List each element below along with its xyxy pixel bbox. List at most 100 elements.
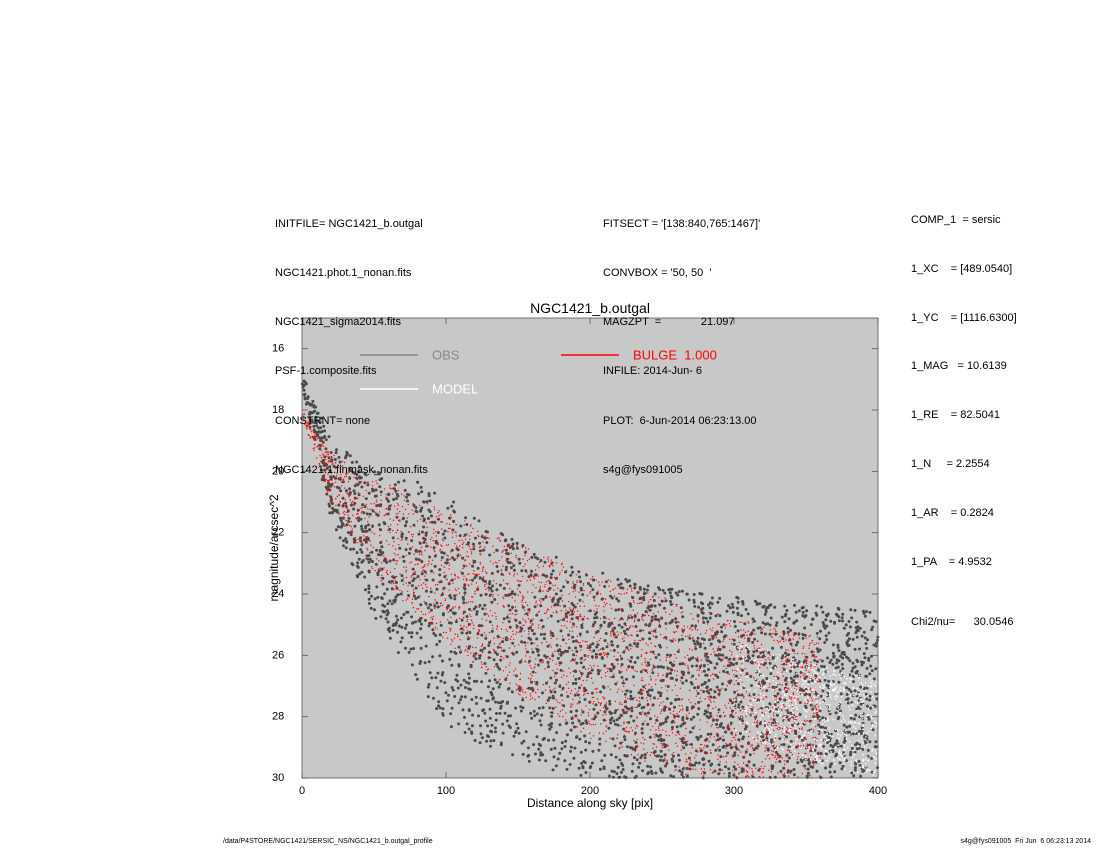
data-point xyxy=(749,731,751,733)
data-point xyxy=(716,675,720,679)
data-point xyxy=(446,637,449,639)
data-point xyxy=(535,587,537,589)
data-point xyxy=(680,699,683,701)
data-point xyxy=(487,668,490,670)
data-point xyxy=(545,702,548,704)
data-point xyxy=(367,508,369,510)
data-point xyxy=(360,550,364,554)
data-point xyxy=(752,693,756,696)
data-point xyxy=(684,740,687,744)
data-point xyxy=(674,617,676,619)
data-point xyxy=(749,695,752,697)
data-point xyxy=(488,553,492,557)
data-point xyxy=(862,769,866,773)
data-point xyxy=(529,679,531,681)
data-point xyxy=(787,634,790,636)
data-point xyxy=(735,674,738,678)
data-point xyxy=(474,657,477,659)
data-point xyxy=(358,465,361,469)
data-point xyxy=(480,666,483,668)
data-point xyxy=(574,639,578,643)
data-point xyxy=(552,611,554,614)
data-point xyxy=(596,643,600,647)
data-point xyxy=(646,624,648,627)
data-point xyxy=(493,579,495,582)
data-point xyxy=(728,744,730,747)
data-point xyxy=(538,659,542,662)
data-point xyxy=(510,592,514,596)
data-point xyxy=(574,590,577,592)
data-point xyxy=(370,544,372,546)
data-point xyxy=(591,642,595,646)
data-point xyxy=(628,643,632,647)
data-point xyxy=(484,636,488,640)
data-point xyxy=(519,580,521,582)
data-point xyxy=(795,747,797,749)
data-point xyxy=(710,596,714,600)
data-point xyxy=(579,588,583,592)
data-point xyxy=(572,717,575,720)
data-point xyxy=(453,597,457,601)
data-point xyxy=(347,481,350,483)
data-point xyxy=(733,657,736,659)
data-point xyxy=(470,524,472,526)
data-point xyxy=(501,551,503,553)
data-point xyxy=(673,714,677,718)
data-point xyxy=(392,558,396,562)
data-point xyxy=(652,595,655,597)
data-point xyxy=(795,689,798,691)
data-point xyxy=(406,492,409,496)
data-point xyxy=(623,721,625,723)
data-point xyxy=(630,588,633,590)
data-point xyxy=(659,679,661,681)
data-point xyxy=(640,727,644,731)
data-point xyxy=(464,586,466,588)
data-point xyxy=(351,530,353,533)
data-point xyxy=(443,566,445,568)
data-point xyxy=(697,692,699,694)
data-point xyxy=(581,710,585,714)
data-point xyxy=(544,759,548,763)
data-point xyxy=(617,716,621,720)
data-point xyxy=(685,758,688,761)
data-point xyxy=(482,541,484,543)
data-point xyxy=(334,451,338,455)
data-point xyxy=(812,762,814,764)
data-point xyxy=(590,643,592,645)
data-point xyxy=(650,609,652,611)
data-point xyxy=(788,751,791,753)
data-point xyxy=(359,536,362,540)
data-point xyxy=(803,719,805,722)
data-point xyxy=(457,635,459,638)
data-point xyxy=(756,723,758,725)
data-point xyxy=(385,571,387,573)
data-point xyxy=(769,616,773,620)
data-point xyxy=(421,559,423,561)
data-point xyxy=(801,610,805,614)
data-point xyxy=(587,582,590,585)
data-point xyxy=(708,611,710,614)
data-point xyxy=(580,730,582,733)
data-point xyxy=(855,635,859,639)
data-point xyxy=(472,573,474,575)
data-point xyxy=(338,536,342,540)
data-point xyxy=(728,771,731,775)
data-point xyxy=(633,660,637,664)
data-point xyxy=(395,513,397,515)
data-point xyxy=(490,730,494,734)
data-point xyxy=(562,618,566,622)
data-point xyxy=(631,590,633,592)
data-point xyxy=(515,683,517,685)
data-point xyxy=(640,654,643,656)
data-point xyxy=(556,668,558,670)
data-point xyxy=(401,538,404,540)
data-point xyxy=(722,658,724,660)
data-point xyxy=(666,690,668,692)
data-point xyxy=(420,490,424,494)
data-point xyxy=(532,552,536,556)
data-point xyxy=(566,675,568,677)
data-point xyxy=(663,745,667,749)
data-point xyxy=(407,585,409,587)
data-point xyxy=(566,580,570,584)
data-point xyxy=(485,739,489,743)
